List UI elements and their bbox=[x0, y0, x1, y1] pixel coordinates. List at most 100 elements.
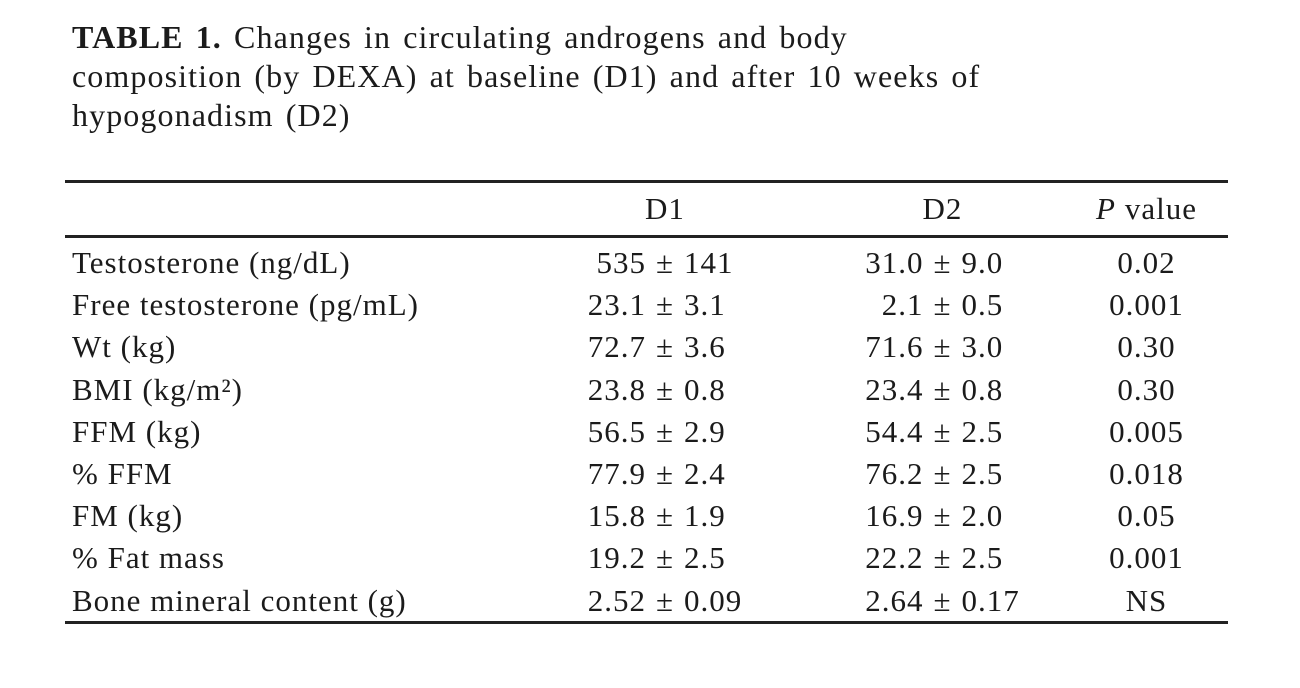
plus-minus-sign: ± bbox=[933, 540, 952, 576]
d1-sd: 2.4 bbox=[684, 456, 726, 492]
d2-mean: 16.9 bbox=[865, 498, 924, 534]
d1-value: 23.8 ±0.8 bbox=[510, 372, 820, 408]
d1-sd: 3.1 bbox=[684, 287, 726, 323]
table-rule-header bbox=[65, 235, 1228, 238]
p-value: 0.005 bbox=[1109, 413, 1184, 449]
d1-value: 2.52 ±0.09 bbox=[510, 583, 820, 619]
plus-minus-sign: ± bbox=[655, 456, 674, 492]
d2-sd: 2.5 bbox=[961, 540, 1004, 576]
d1-sd: 2.9 bbox=[684, 413, 726, 449]
plus-minus-sign: ± bbox=[933, 245, 952, 281]
d1-value: 77.9 ±2.4 bbox=[510, 456, 820, 492]
table-number-label: TABLE 1. bbox=[72, 19, 222, 55]
d2-value: 2.64 ±0.17 bbox=[820, 583, 1065, 619]
d1-mean: 19.2 bbox=[587, 540, 646, 576]
d2-sd: 0.17 bbox=[961, 582, 1020, 618]
d2-value: 23.4 ±0.8 bbox=[820, 372, 1065, 408]
plus-minus-sign: ± bbox=[655, 329, 674, 365]
d1-sd: 0.8 bbox=[684, 371, 726, 407]
d2-sd: 0.5 bbox=[961, 287, 1004, 323]
d1-mean: 23.8 bbox=[587, 371, 646, 407]
p-value: 0.05 bbox=[1117, 498, 1176, 534]
caption-line-1: TABLE 1. Changes in circulating androgen… bbox=[72, 18, 1172, 57]
row-label: % FFM bbox=[72, 456, 173, 492]
row-label: BMI (kg/m²) bbox=[72, 371, 243, 407]
d2-mean: 54.4 bbox=[865, 413, 924, 449]
table-row: % FFM 77.9 ±2.4 76.2 ±2.5 0.018 bbox=[65, 453, 1228, 495]
p-value: 0.30 bbox=[1117, 371, 1176, 407]
d1-mean: 535 bbox=[596, 245, 646, 281]
table-row: FM (kg) 15.8 ±1.9 16.9 ±2.0 0.05 bbox=[65, 495, 1228, 537]
d2-mean: 2.1 bbox=[881, 287, 924, 323]
d2-mean: 76.2 bbox=[865, 456, 924, 492]
table-rule-bottom bbox=[65, 621, 1228, 624]
p-symbol: P bbox=[1095, 191, 1116, 226]
p-value: 0.001 bbox=[1109, 540, 1184, 576]
d2-mean: 71.6 bbox=[865, 329, 924, 365]
p-value: 0.02 bbox=[1117, 245, 1176, 281]
plus-minus-sign: ± bbox=[933, 329, 952, 365]
d2-sd: 2.5 bbox=[961, 413, 1004, 449]
row-label: % Fat mass bbox=[72, 540, 225, 576]
p-value: 0.018 bbox=[1109, 456, 1184, 492]
table-row: FFM (kg) 56.5 ±2.9 54.4 ±2.5 0.005 bbox=[65, 411, 1228, 453]
d1-value: 72.7 ±3.6 bbox=[510, 329, 820, 365]
d2-value: 2.1 ±0.5 bbox=[820, 287, 1065, 323]
d1-value: 23.1 ±3.1 bbox=[510, 287, 820, 323]
table-row: Bone mineral content (g) 2.52 ±0.09 2.64 ±… bbox=[65, 580, 1228, 622]
table-row: Testosterone (ng/dL) 535 ±141 31.0 ±9.0 0.… bbox=[65, 242, 1228, 284]
d2-mean: 2.64 bbox=[865, 582, 924, 618]
table-row: Free testosterone (pg/mL) 23.1 ±3.1 2.1 ±0… bbox=[65, 284, 1228, 326]
plus-minus-sign: ± bbox=[655, 371, 674, 407]
d1-sd: 0.09 bbox=[684, 582, 743, 618]
caption-line-2: composition (by DEXA) at baseline (D1) a… bbox=[72, 58, 981, 94]
table-row: Wt (kg) 72.7 ±3.6 71.6 ±3.0 0.30 bbox=[65, 326, 1228, 368]
table-rule-top bbox=[65, 180, 1228, 183]
plus-minus-sign: ± bbox=[655, 540, 674, 576]
d1-mean: 77.9 bbox=[587, 456, 646, 492]
row-label: Bone mineral content (g) bbox=[72, 582, 407, 618]
plus-minus-sign: ± bbox=[933, 287, 952, 323]
d1-value: 15.8 ±1.9 bbox=[510, 498, 820, 534]
d2-mean: 31.0 bbox=[865, 245, 924, 281]
plus-minus-sign: ± bbox=[655, 245, 674, 281]
header-d1: D1 bbox=[645, 191, 685, 226]
d1-value: 56.5 ±2.9 bbox=[510, 414, 820, 450]
table-caption: TABLE 1. Changes in circulating androgen… bbox=[72, 18, 1172, 135]
d2-value: 22.2 ±2.5 bbox=[820, 540, 1065, 576]
d2-sd: 0.8 bbox=[961, 371, 1004, 407]
d1-sd: 3.6 bbox=[684, 329, 726, 365]
d1-value: 535 ±141 bbox=[510, 245, 820, 281]
plus-minus-sign: ± bbox=[933, 498, 952, 534]
row-label: FM (kg) bbox=[72, 498, 184, 534]
d1-sd: 1.9 bbox=[684, 498, 726, 534]
row-label: FFM (kg) bbox=[72, 413, 202, 449]
d1-mean: 15.8 bbox=[587, 498, 646, 534]
p-value: 0.30 bbox=[1117, 329, 1176, 365]
row-label: Free testosterone (pg/mL) bbox=[72, 287, 419, 323]
table-row: BMI (kg/m²) 23.8 ±0.8 23.4 ±0.8 0.30 bbox=[65, 369, 1228, 411]
d2-mean: 23.4 bbox=[865, 371, 924, 407]
plus-minus-sign: ± bbox=[933, 413, 952, 449]
d2-value: 54.4 ±2.5 bbox=[820, 414, 1065, 450]
plus-minus-sign: ± bbox=[655, 287, 674, 323]
d2-sd: 9.0 bbox=[961, 245, 1004, 281]
plus-minus-sign: ± bbox=[655, 413, 674, 449]
plus-minus-sign: ± bbox=[933, 371, 952, 407]
d1-mean: 72.7 bbox=[587, 329, 646, 365]
row-label: Wt (kg) bbox=[72, 329, 177, 365]
d1-value: 19.2 ±2.5 bbox=[510, 540, 820, 576]
d2-value: 71.6 ±3.0 bbox=[820, 329, 1065, 365]
table-body: Testosterone (ng/dL) 535 ±141 31.0 ±9.0 0.… bbox=[65, 242, 1228, 622]
d2-mean: 22.2 bbox=[865, 540, 924, 576]
d1-sd: 141 bbox=[684, 245, 734, 281]
d2-sd: 2.0 bbox=[961, 498, 1004, 534]
header-d2: D2 bbox=[922, 191, 963, 226]
caption-line-3: hypogonadism (D2) bbox=[72, 97, 351, 133]
table-row: % Fat mass 19.2 ±2.5 22.2 ±2.5 0.001 bbox=[65, 537, 1228, 579]
plus-minus-sign: ± bbox=[933, 456, 952, 492]
d1-sd: 2.5 bbox=[684, 540, 726, 576]
p-value: NS bbox=[1125, 582, 1168, 618]
